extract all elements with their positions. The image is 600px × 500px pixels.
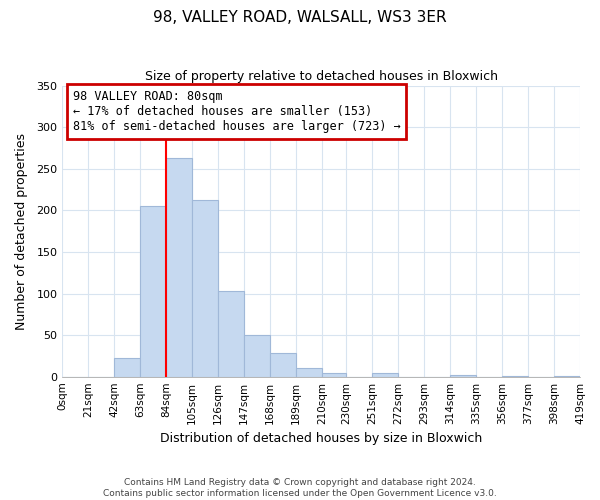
- Bar: [192, 200, 218, 376]
- Bar: [166, 158, 192, 376]
- Bar: [114, 358, 140, 376]
- Bar: [140, 206, 166, 376]
- Text: 98, VALLEY ROAD, WALSALL, WS3 3ER: 98, VALLEY ROAD, WALSALL, WS3 3ER: [153, 10, 447, 25]
- Text: Contains HM Land Registry data © Crown copyright and database right 2024.
Contai: Contains HM Land Registry data © Crown c…: [103, 478, 497, 498]
- Text: 98 VALLEY ROAD: 80sqm
← 17% of detached houses are smaller (153)
81% of semi-det: 98 VALLEY ROAD: 80sqm ← 17% of detached …: [73, 90, 400, 133]
- Bar: [244, 335, 270, 376]
- Bar: [296, 368, 322, 376]
- Bar: [373, 374, 398, 376]
- X-axis label: Distribution of detached houses by size in Bloxwich: Distribution of detached houses by size …: [160, 432, 482, 445]
- Bar: [450, 375, 476, 376]
- Title: Size of property relative to detached houses in Bloxwich: Size of property relative to detached ho…: [145, 70, 497, 83]
- Bar: [218, 291, 244, 376]
- Y-axis label: Number of detached properties: Number of detached properties: [15, 132, 28, 330]
- Bar: [322, 374, 346, 376]
- Bar: [270, 352, 296, 376]
